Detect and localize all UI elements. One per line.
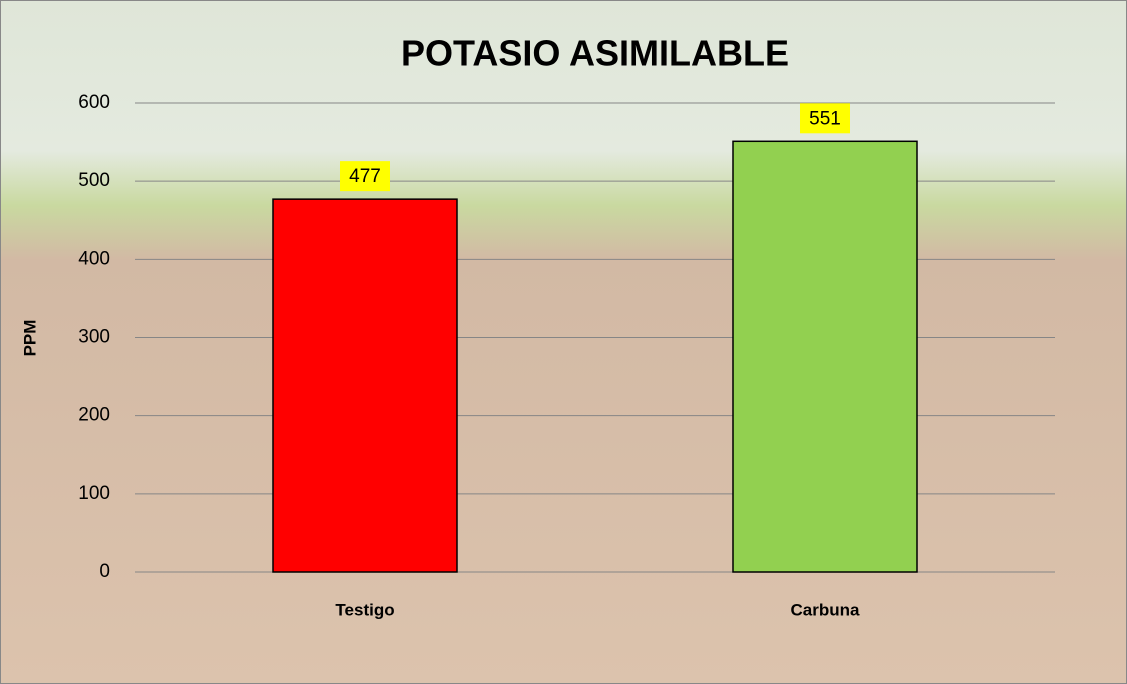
y-axis-label: PPM	[20, 320, 39, 357]
chart: POTASIO ASIMILABLE PPM 0 100 200 300 400 500 6…	[0, 0, 1127, 684]
bar	[733, 141, 917, 572]
page: {"chart_data": {"type": "bar", "title": …	[0, 0, 1127, 684]
y-tick-label: 500	[78, 170, 110, 191]
value-label: 477	[349, 166, 381, 187]
y-tick-label: 600	[78, 92, 110, 113]
chart-title: POTASIO ASIMILABLE	[401, 33, 789, 74]
y-tick-label: 0	[99, 561, 110, 582]
x-tick-label: Testigo	[335, 600, 394, 619]
value-label: 551	[809, 108, 841, 129]
x-tick-label: Carbuna	[791, 600, 861, 619]
y-tick-label: 400	[78, 248, 110, 269]
y-tick-label: 100	[78, 483, 110, 504]
y-tick-label: 200	[78, 405, 110, 426]
y-tick-label: 300	[78, 327, 110, 348]
bar	[273, 199, 457, 572]
